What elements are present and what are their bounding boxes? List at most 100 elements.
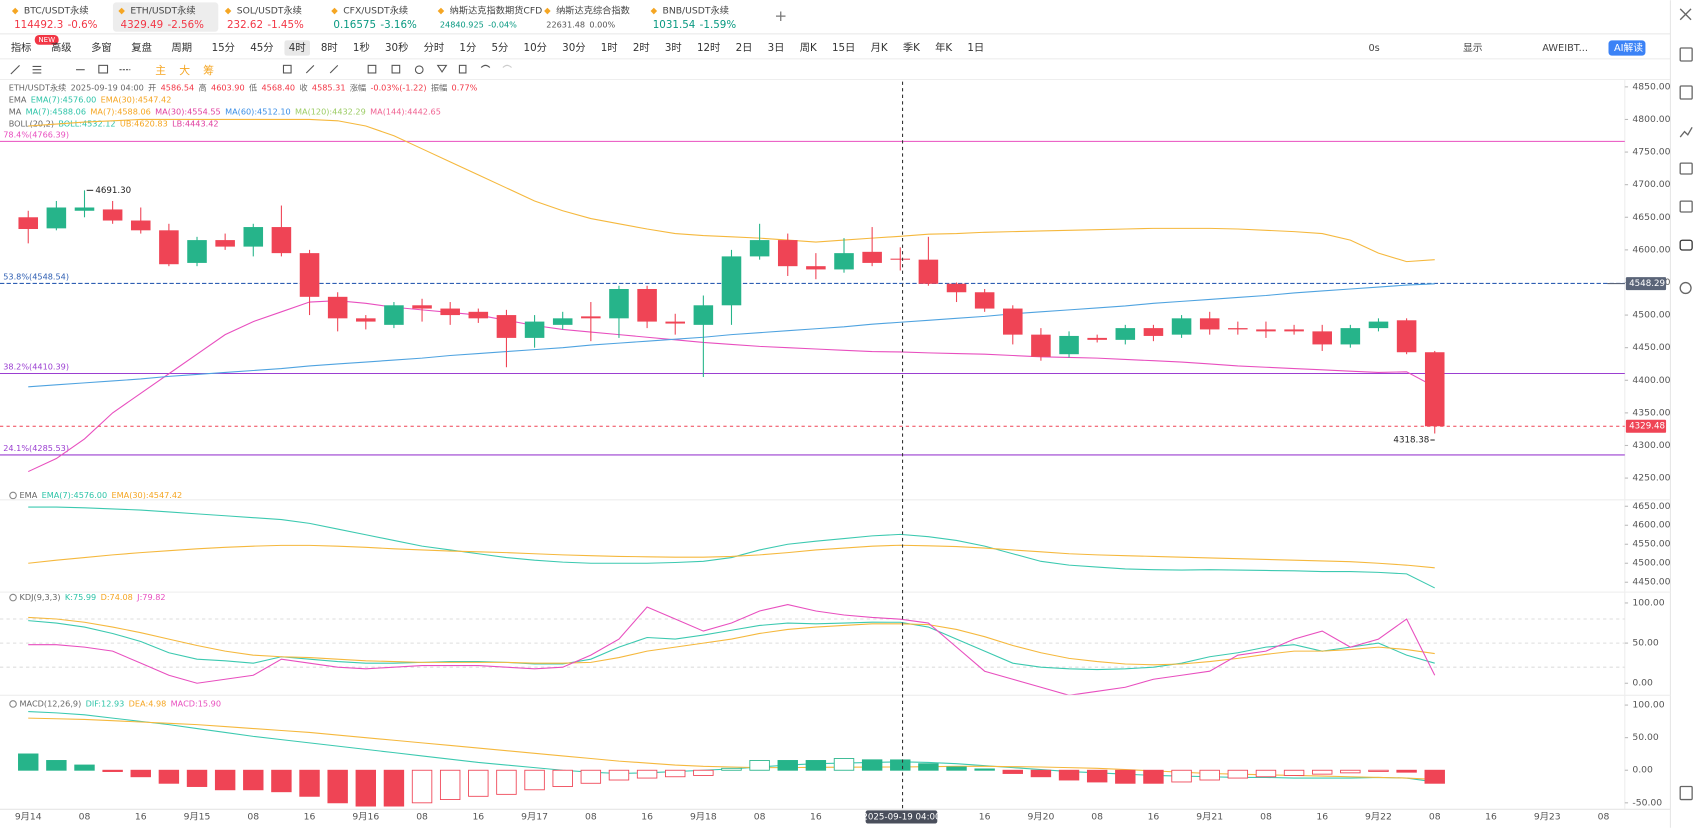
tab-name[interactable]: CFX/USDT永续 [343, 5, 408, 17]
icon[interactable] [1679, 785, 1693, 801]
toolbar-item[interactable]: 30分 [562, 42, 585, 54]
tab-name[interactable]: BTC/USDT永续 [24, 5, 89, 17]
macd-bar [355, 769, 377, 807]
close-icon[interactable] [1679, 8, 1692, 21]
candle-body [1284, 329, 1304, 332]
legend-item: 4585.31 [312, 83, 346, 93]
candle-body [609, 288, 629, 319]
toolbar-item[interactable]: 1时 [601, 42, 618, 54]
candle-body [159, 230, 179, 265]
candle-body [1087, 337, 1107, 340]
toolbar-item[interactable]: 3日 [768, 42, 785, 54]
toolbar-item[interactable]: 周K [800, 42, 817, 54]
legend-item: MA(60):4512.10 [225, 107, 291, 117]
legend-item: MA [9, 107, 22, 117]
toolbar-item[interactable]: 2时 [633, 42, 650, 54]
draw-tool[interactable]: 筹 [203, 63, 214, 77]
y-tick-label: 4750.00 [1632, 147, 1670, 158]
icon[interactable] [1679, 126, 1693, 138]
legend-item: EMA(30):4547.42 [101, 95, 172, 105]
toolbar-right[interactable]: 显示 [1463, 42, 1483, 54]
candle-body [806, 266, 826, 270]
macd-bar [918, 763, 939, 771]
toolbar-item[interactable]: 年K [935, 41, 952, 54]
tab-price: 22631.48 [546, 20, 585, 30]
tab-dot [331, 7, 338, 15]
toolbar-item[interactable]: 12时 [697, 42, 720, 54]
candle-body [187, 240, 207, 263]
toolbar-item[interactable]: 3时 [665, 42, 682, 54]
y-tick-label: 0.00 [1632, 765, 1653, 776]
toolbar-item[interactable]: 周期 [171, 42, 192, 54]
macd-bar [1396, 769, 1417, 773]
macd-bar [861, 759, 883, 771]
macd-bar [1312, 769, 1333, 775]
toolbar-item[interactable]: 1日 [967, 42, 984, 54]
tab-name[interactable]: 纳斯达克综合指数 [556, 5, 630, 17]
legend-item: BOLL:4532.12 [58, 119, 115, 129]
toolbar-item[interactable]: 10分 [524, 42, 547, 54]
candle-body [581, 316, 601, 319]
toolbar-item[interactable]: 30秒 [385, 41, 408, 54]
legend-item: 4603.90 [211, 83, 245, 93]
toolbar-item[interactable]: 5分 [491, 42, 508, 54]
candle-body [637, 288, 657, 322]
toolbar-item[interactable]: 4时 [289, 42, 306, 54]
macd-bar [1115, 769, 1136, 784]
indicator-line [28, 616, 1435, 666]
icon[interactable] [1679, 200, 1693, 213]
macd-bar [243, 769, 264, 791]
toolbar-right[interactable]: AWEIBT... [1542, 43, 1588, 54]
x-tick-label: 9月15 [184, 811, 211, 822]
candle-body [74, 207, 95, 211]
toolbar-item[interactable]: 分时 [424, 42, 445, 54]
tab-dot [437, 7, 445, 15]
toolbar-right[interactable]: AI解读 [1614, 41, 1643, 54]
price-tag-label: 4548.29 [1629, 279, 1665, 289]
icon[interactable] [1679, 239, 1693, 251]
toolbar-item[interactable]: 15日 [832, 42, 855, 54]
tab-name[interactable]: ETH/USDT永续 [130, 5, 195, 17]
toolbar-item[interactable]: 指标 [11, 41, 32, 54]
toolbar-item[interactable]: 1分 [459, 42, 476, 54]
toolbar-item[interactable]: 季K [903, 42, 920, 54]
macd-bar [1002, 769, 1023, 774]
candle-body [1424, 352, 1445, 427]
fib-label: 38.2%(4410.39) [3, 361, 69, 371]
toolbar-item[interactable]: 2日 [736, 42, 753, 54]
toolbar-item[interactable]: 月K [871, 42, 888, 54]
toolbar-item[interactable]: 1秒 [353, 41, 370, 54]
icon[interactable] [1679, 85, 1693, 100]
toolbar-right[interactable]: 0s [1368, 43, 1379, 54]
tab-name[interactable]: SOL/USDT永续 [237, 5, 302, 17]
icon[interactable] [1679, 162, 1693, 175]
icon[interactable] [1679, 47, 1693, 62]
tab-name[interactable]: BNB/USDT永续 [663, 5, 729, 17]
tab-change: -3.16% [380, 19, 417, 31]
candle-body [130, 220, 151, 231]
tab-name[interactable]: 纳斯达克指数期货CFD [450, 5, 543, 17]
toolbar-item[interactable]: 复盘 [131, 41, 152, 54]
toolbar-item[interactable]: 45分 [250, 42, 273, 54]
x-tick-label: 08 [416, 811, 428, 822]
macd-bar [1283, 769, 1305, 776]
price-tag-label: 4329.48 [1629, 422, 1665, 432]
draw-tool[interactable]: 主 [155, 64, 166, 77]
toolbar-item[interactable]: 多窗 [91, 41, 112, 54]
toolbar-item[interactable]: 高级 [51, 41, 72, 54]
crosshair-tag [865, 810, 938, 824]
legend-item: KDJ(9,3,3) [20, 592, 61, 602]
toolbar-item[interactable]: 15分 [212, 42, 235, 54]
draw-tool[interactable]: 大 [179, 63, 190, 77]
add-tab[interactable]: + [774, 7, 787, 25]
tab-dot [224, 7, 232, 15]
icon[interactable] [1679, 281, 1692, 295]
toolbar-item[interactable]: 8时 [321, 42, 338, 54]
legend-item: MA(7):4588.06 [26, 107, 86, 117]
y-tick-label: 4400.00 [1632, 375, 1670, 386]
candle-body [412, 305, 432, 309]
legend-item: MA(120):4432.29 [295, 107, 366, 117]
legend-item: K:75.99 [65, 592, 96, 602]
candle-body [1059, 335, 1079, 355]
legend-item: D:74.08 [101, 592, 133, 602]
